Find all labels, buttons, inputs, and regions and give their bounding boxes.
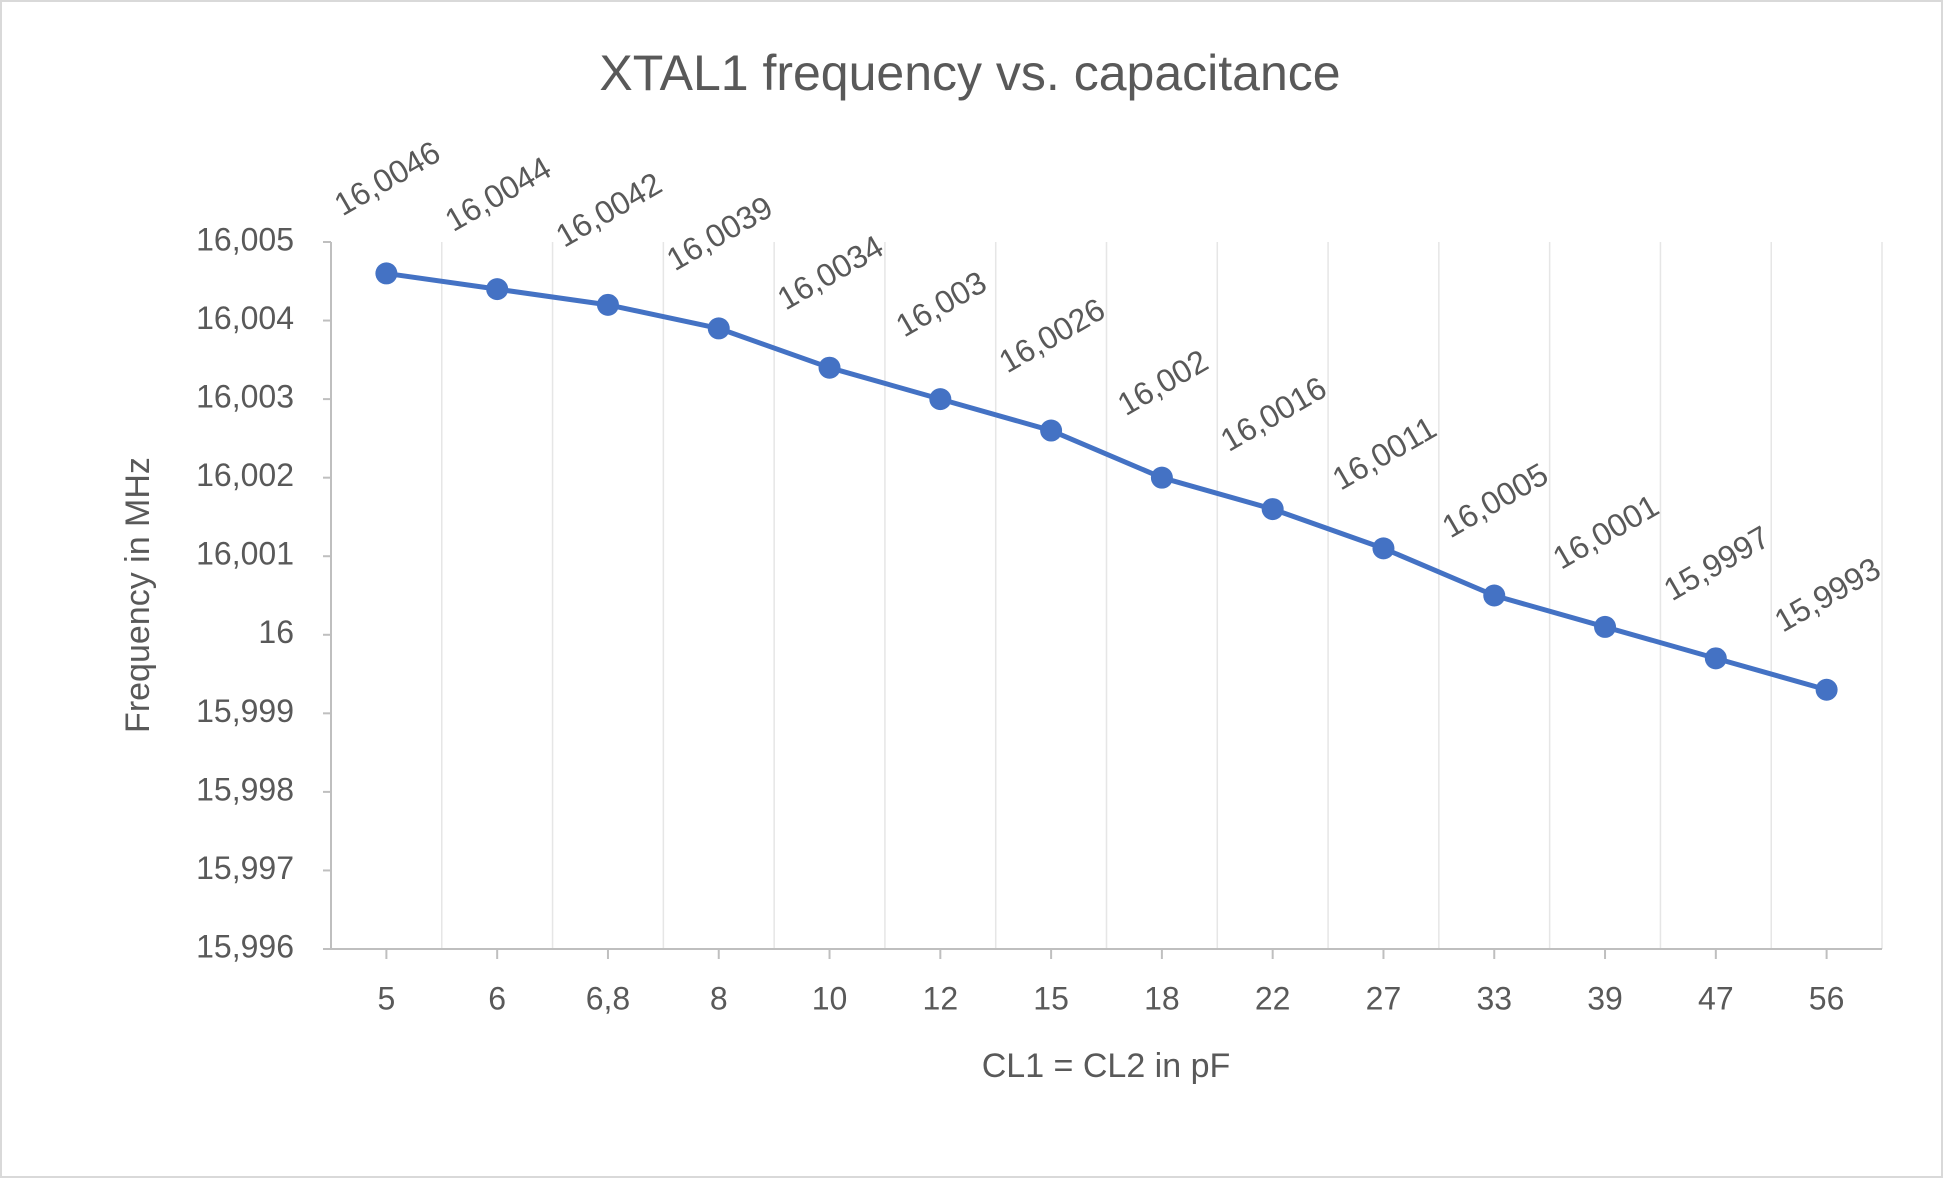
x-tick-label: 18 — [1144, 980, 1180, 1016]
data-point — [1815, 678, 1838, 701]
x-tick-label: 56 — [1809, 980, 1845, 1016]
y-tick-label: 16,005 — [196, 221, 294, 257]
data-point — [1594, 615, 1617, 638]
y-tick-label: 15,999 — [196, 693, 294, 729]
y-tick-label: 16,003 — [196, 379, 294, 415]
x-tick-label: 8 — [710, 980, 728, 1016]
x-tick-label: 5 — [377, 980, 395, 1016]
x-axis-title: CL1 = CL2 in pF — [982, 1047, 1231, 1085]
data-point — [707, 317, 730, 340]
data-point — [929, 388, 952, 411]
x-tick-label: 39 — [1587, 980, 1623, 1016]
x-tick-label: 47 — [1698, 980, 1734, 1016]
data-point — [818, 356, 841, 379]
chart-title: XTAL1 frequency vs. capacitance — [599, 45, 1340, 101]
x-tick-label: 6 — [488, 980, 506, 1016]
data-point — [1150, 466, 1173, 489]
y-tick-label: 16,004 — [196, 300, 294, 336]
y-axis-title: Frequency in MHz — [119, 457, 157, 733]
y-tick-label: 16,002 — [196, 457, 294, 493]
x-tick-label: 12 — [923, 980, 959, 1016]
x-tick-label: 22 — [1255, 980, 1291, 1016]
data-point — [1261, 498, 1284, 521]
y-tick-label: 16 — [258, 614, 294, 650]
y-tick-label: 15,997 — [196, 850, 294, 886]
data-point — [486, 278, 509, 301]
series-line — [386, 270, 1828, 693]
x-tick-label: 33 — [1476, 980, 1512, 1016]
data-point — [596, 293, 619, 316]
data-point — [1483, 584, 1506, 607]
x-tick-label: 10 — [812, 980, 848, 1016]
y-tick-label: 15,996 — [196, 928, 294, 964]
y-tick-label: 15,998 — [196, 771, 294, 807]
data-point — [375, 262, 398, 285]
data-point — [1704, 647, 1727, 670]
data-point — [1040, 419, 1063, 442]
x-tick-label: 27 — [1366, 980, 1402, 1016]
x-tick-label: 6,8 — [586, 980, 630, 1016]
x-tick-label: 15 — [1033, 980, 1069, 1016]
data-point — [1372, 537, 1395, 560]
y-tick-label: 16,001 — [196, 536, 294, 572]
